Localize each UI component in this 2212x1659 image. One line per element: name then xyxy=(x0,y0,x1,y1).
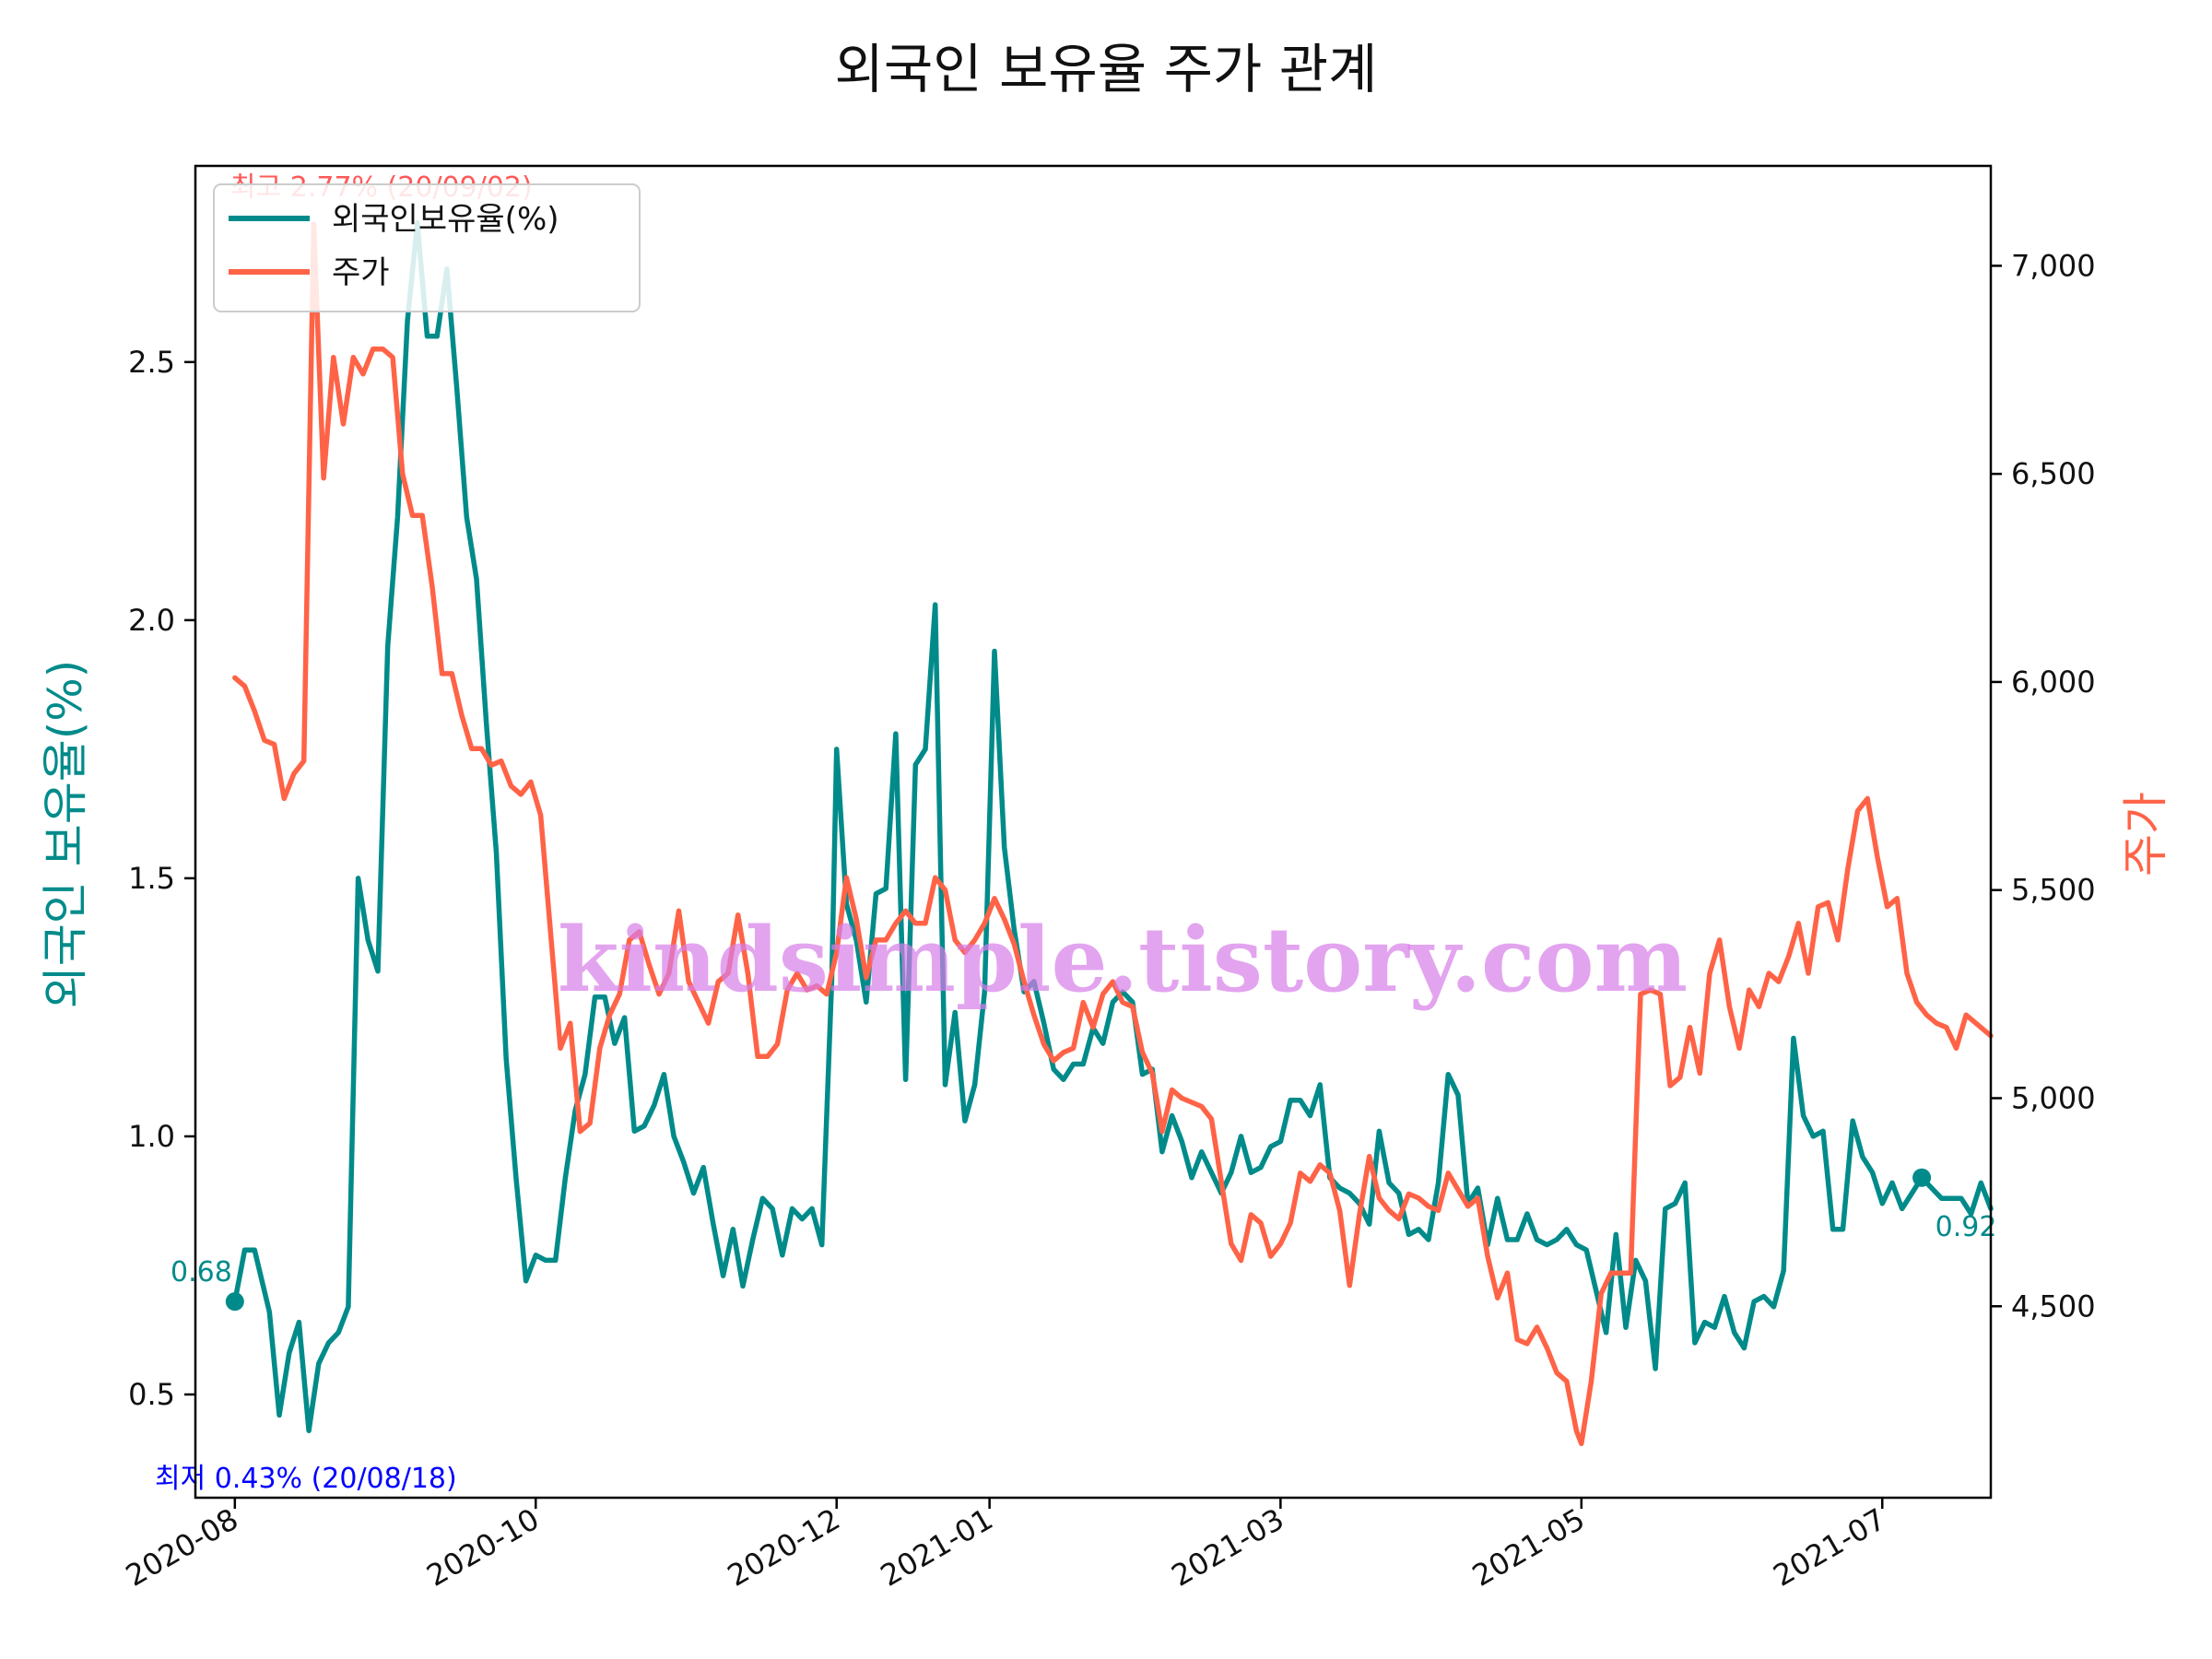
plot-area xyxy=(232,219,1994,1447)
y-left-tick-label: 1.0 xyxy=(128,1119,175,1154)
y-left-tick-label: 2.0 xyxy=(128,603,175,638)
x-axis: 2020-08 2020-10 2020-12 2021-01 2021-03 2021-… xyxy=(120,1498,1891,1594)
annotation-min: 최저 0.43% (20/08/18) xyxy=(155,1463,457,1495)
y-left-tick-label: 2.5 xyxy=(128,345,175,380)
x-tick-label: 2021-05 xyxy=(1466,1501,1591,1594)
x-tick-label: 2021-01 xyxy=(875,1501,999,1594)
legend-label-price: 주가 xyxy=(332,254,390,291)
y-right-tick-label: 4,500 xyxy=(2011,1288,2096,1324)
last-point-label: 0.92 xyxy=(1936,1211,1997,1243)
y-left-tick-label: 1.5 xyxy=(128,861,175,896)
x-tick-label: 2021-07 xyxy=(1767,1501,1891,1594)
y-axis-right: 4,500 5,000 5,500 6,000 6,500 7,000 xyxy=(1991,248,2096,1324)
y-right-tick-label: 7,000 xyxy=(2011,248,2096,283)
chart-title: 외국인 보유율 주가 관계 xyxy=(835,38,1378,100)
y-right-tick-label: 6,000 xyxy=(2011,665,2096,700)
plot-frame xyxy=(194,164,1993,1500)
x-tick-label: 2020-12 xyxy=(722,1501,846,1594)
x-tick-label: 2020-10 xyxy=(420,1501,545,1594)
legend-box xyxy=(213,183,641,312)
y-left-tick-label: 0.5 xyxy=(128,1377,175,1412)
legend: 외국인보유율(%) 주가 xyxy=(213,183,641,312)
y-right-tick-label: 5,500 xyxy=(2011,873,2096,908)
watermark: kindsimple.tistory.com xyxy=(558,908,1688,1012)
y-axis-left: 0.5 1.0 1.5 2.0 2.5 xyxy=(128,345,195,1412)
legend-label-holding: 외국인보유율(%) xyxy=(332,201,559,238)
y-right-tick-label: 5,000 xyxy=(2011,1081,2096,1116)
first-point-marker xyxy=(225,1292,244,1312)
annotations: 최고 2.77% (20/09/02)최저 0.43% (20/08/18)0.… xyxy=(155,171,1996,1495)
series-line-holding xyxy=(232,219,1994,1433)
y-axis-right-label: 주가 xyxy=(2119,792,2172,877)
series-line-price xyxy=(232,221,1994,1447)
x-tick-label: 2020-08 xyxy=(120,1501,244,1594)
first-point-label: 0.68 xyxy=(171,1256,232,1288)
y-axis-left-label: 외국인 보유율(%) xyxy=(39,660,92,1008)
x-tick-label: 2021-03 xyxy=(1166,1501,1290,1594)
last-point-marker xyxy=(1912,1168,1932,1187)
y-right-tick-label: 6,500 xyxy=(2011,456,2096,491)
